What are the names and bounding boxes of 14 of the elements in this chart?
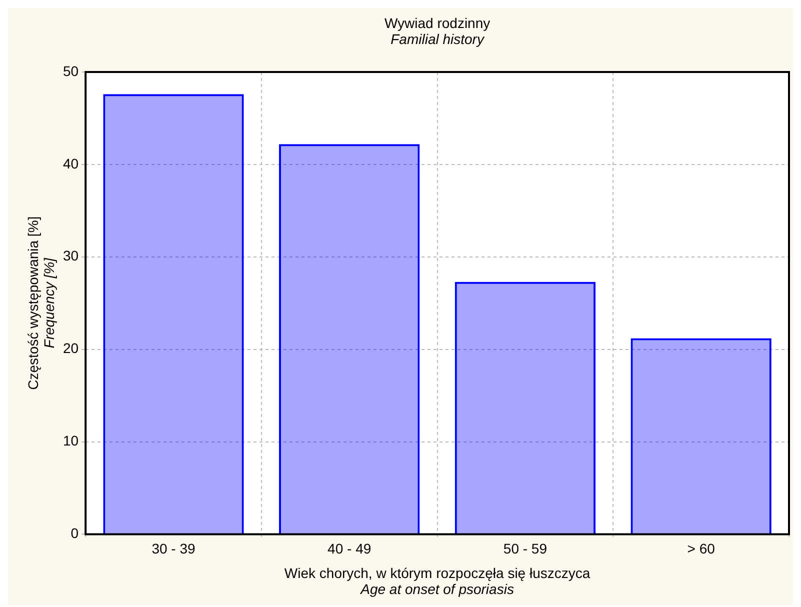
y-axis-title: Częstość występowania [%] Frequency [%] xyxy=(24,216,57,390)
x-axis-title: Wiek chorych, w którym rozpoczęła się łuszczyca Age at onset of psoriasis xyxy=(284,565,590,598)
x-tick-label: 40 - 49 xyxy=(328,540,372,556)
x-tick-label: 30 - 39 xyxy=(152,540,196,556)
x-tick-label: 50 - 59 xyxy=(503,540,548,556)
y-tick-label: 10 xyxy=(62,432,79,449)
y-tick-label: 30 xyxy=(62,248,79,264)
y-tick-label: 40 xyxy=(62,155,79,172)
y-tick-label: 50 xyxy=(62,62,79,79)
chart-title: Wywiad rodzinny xyxy=(384,14,490,31)
x-tick-label: > 60 xyxy=(687,540,716,556)
y-tick-label: 0 xyxy=(70,525,79,542)
chart-subtitle: Familial history xyxy=(390,30,485,47)
y-tick-label: 20 xyxy=(62,340,79,356)
